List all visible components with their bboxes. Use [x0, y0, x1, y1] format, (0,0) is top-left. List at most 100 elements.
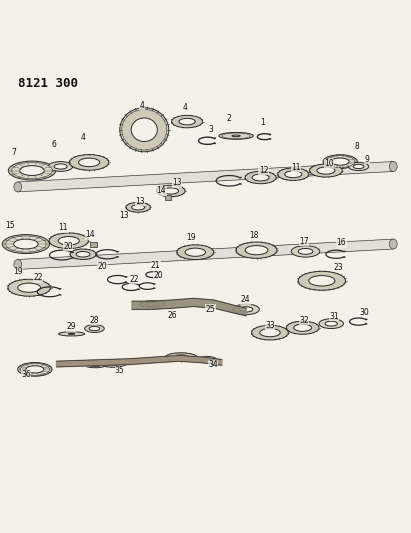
Ellipse shape: [140, 301, 165, 308]
Ellipse shape: [286, 321, 319, 334]
Ellipse shape: [14, 182, 22, 192]
Ellipse shape: [54, 164, 67, 169]
Ellipse shape: [236, 242, 277, 259]
Ellipse shape: [252, 174, 269, 181]
Ellipse shape: [6, 236, 46, 252]
Ellipse shape: [120, 108, 169, 152]
Ellipse shape: [132, 205, 145, 210]
Ellipse shape: [232, 135, 240, 136]
Text: 15: 15: [5, 221, 14, 230]
Text: 7: 7: [11, 148, 16, 157]
Text: 12: 12: [259, 166, 268, 175]
Text: 14: 14: [85, 230, 95, 239]
Ellipse shape: [12, 163, 52, 179]
Text: 36: 36: [21, 370, 31, 379]
Ellipse shape: [79, 158, 100, 167]
Ellipse shape: [49, 233, 88, 248]
Ellipse shape: [18, 362, 52, 376]
Text: 8: 8: [354, 142, 359, 151]
Text: 21: 21: [151, 261, 160, 270]
Text: 19: 19: [13, 267, 23, 276]
Text: 10: 10: [324, 159, 334, 168]
Ellipse shape: [14, 260, 22, 269]
Ellipse shape: [260, 328, 280, 337]
Ellipse shape: [194, 357, 217, 363]
Text: 16: 16: [337, 238, 346, 247]
Polygon shape: [132, 298, 246, 316]
Text: 4: 4: [182, 103, 187, 112]
Ellipse shape: [131, 118, 157, 141]
Text: 13: 13: [135, 197, 145, 206]
Ellipse shape: [173, 355, 189, 359]
Ellipse shape: [58, 332, 85, 336]
Ellipse shape: [166, 353, 196, 361]
Polygon shape: [56, 356, 222, 367]
Text: 13: 13: [172, 179, 182, 187]
Text: 11: 11: [59, 223, 68, 232]
Text: 20: 20: [98, 262, 107, 271]
Text: 17: 17: [300, 237, 309, 246]
Text: 20: 20: [154, 271, 163, 280]
Ellipse shape: [177, 245, 214, 260]
Ellipse shape: [185, 248, 206, 256]
Ellipse shape: [219, 132, 253, 139]
Ellipse shape: [90, 364, 101, 367]
Ellipse shape: [291, 246, 320, 257]
Ellipse shape: [285, 171, 302, 177]
Text: 13: 13: [119, 211, 129, 220]
Ellipse shape: [26, 366, 44, 373]
Ellipse shape: [294, 324, 312, 332]
Text: 11: 11: [291, 163, 301, 172]
FancyBboxPatch shape: [90, 243, 97, 247]
Polygon shape: [18, 239, 393, 269]
Text: 29: 29: [67, 322, 76, 332]
Text: 22: 22: [33, 273, 43, 282]
Ellipse shape: [101, 360, 127, 367]
Text: 1: 1: [260, 118, 265, 127]
Text: 22: 22: [130, 275, 139, 284]
Ellipse shape: [309, 164, 342, 177]
Ellipse shape: [389, 239, 397, 249]
Text: 34: 34: [208, 360, 218, 369]
Ellipse shape: [8, 161, 55, 180]
Ellipse shape: [76, 252, 90, 257]
Ellipse shape: [200, 358, 211, 361]
Ellipse shape: [179, 118, 195, 125]
Ellipse shape: [245, 171, 276, 184]
Ellipse shape: [323, 155, 357, 168]
Text: 32: 32: [300, 316, 309, 325]
Text: 25: 25: [206, 305, 215, 314]
Text: 26: 26: [167, 311, 177, 320]
Ellipse shape: [240, 307, 253, 312]
Ellipse shape: [157, 185, 185, 197]
Text: 2: 2: [227, 114, 231, 123]
Ellipse shape: [2, 235, 50, 254]
Text: 33: 33: [265, 321, 275, 330]
Text: 20: 20: [63, 241, 73, 251]
Ellipse shape: [126, 203, 150, 212]
Ellipse shape: [85, 363, 106, 368]
Ellipse shape: [20, 166, 44, 175]
Text: 18: 18: [249, 231, 259, 240]
Text: 4: 4: [81, 133, 85, 142]
Text: 6: 6: [51, 140, 56, 149]
Ellipse shape: [14, 239, 38, 249]
Text: 19: 19: [187, 232, 196, 241]
Text: 3: 3: [208, 125, 213, 134]
Ellipse shape: [89, 326, 100, 330]
Ellipse shape: [146, 302, 159, 306]
Text: 31: 31: [329, 312, 339, 321]
Ellipse shape: [317, 167, 335, 174]
Ellipse shape: [326, 156, 355, 167]
Ellipse shape: [58, 237, 79, 245]
Ellipse shape: [245, 246, 268, 255]
Ellipse shape: [325, 321, 337, 326]
Ellipse shape: [298, 271, 346, 290]
Ellipse shape: [389, 161, 397, 172]
Text: 28: 28: [90, 316, 99, 325]
Ellipse shape: [172, 115, 203, 128]
Polygon shape: [18, 161, 393, 192]
Ellipse shape: [298, 248, 313, 254]
Text: 14: 14: [157, 187, 166, 196]
Ellipse shape: [48, 161, 73, 172]
